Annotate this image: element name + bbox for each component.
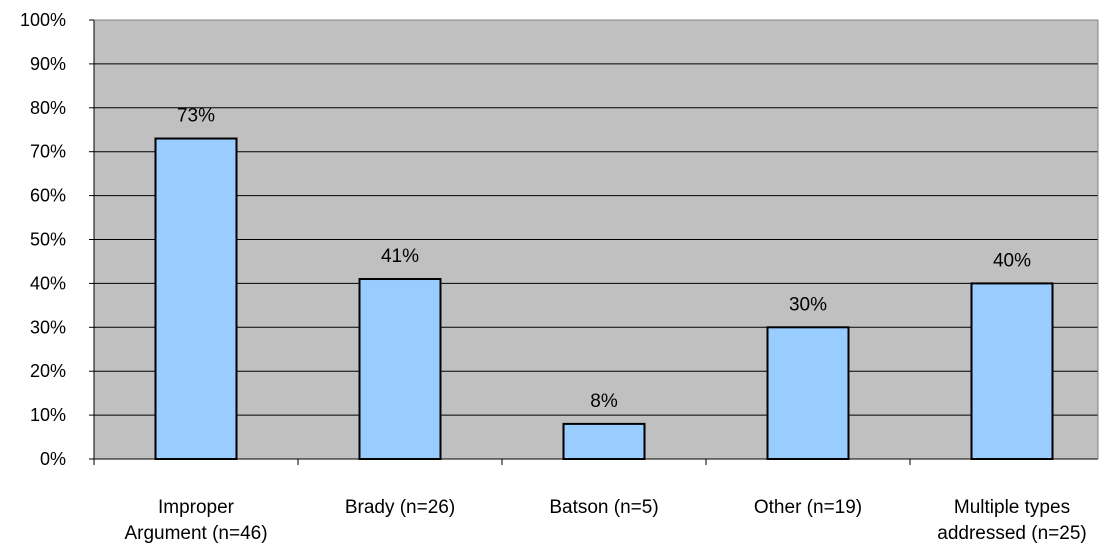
y-tick-label: 90% [30,54,66,74]
bar [562,422,646,461]
data-label: 8% [590,391,618,412]
y-tick-label: 0% [40,449,66,469]
bar [358,278,442,461]
category-label: Brady (n=26) [345,497,455,518]
bars [154,137,1054,461]
bar [154,137,238,460]
y-tick-label: 40% [30,273,66,293]
bar [766,326,850,460]
category-label: Other (n=19) [754,497,862,518]
y-tick-label: 70% [30,142,66,162]
bar [970,282,1054,460]
category-label: Batson (n=5) [549,497,658,518]
y-tick-label: 10% [30,405,66,425]
y-tick-label: 100% [20,10,66,30]
y-tick-label: 50% [30,230,66,250]
y-tick-label: 60% [30,186,66,206]
category-label: addressed (n=25) [937,523,1086,544]
category-label: Argument (n=46) [124,523,267,544]
data-label: 73% [177,106,215,127]
data-labels: 73% 41% 8% 30% 40% [177,106,1031,412]
y-tick-label: 80% [30,98,66,118]
y-tick-label: 20% [30,361,66,381]
data-label: 41% [381,246,419,267]
y-tick-labels: 0% 10% 20% 30% 40% 50% 60% 70% 80% 90% 100% [20,10,66,469]
category-labels: Improper Argument (n=46) Brady (n=26) Batso… [124,497,1086,544]
axes [89,19,1099,465]
data-label: 30% [789,294,827,315]
data-label: 40% [993,250,1031,271]
category-label: Multiple types [954,497,1070,518]
category-label: Improper [158,497,235,518]
y-tick-label: 30% [30,317,66,337]
